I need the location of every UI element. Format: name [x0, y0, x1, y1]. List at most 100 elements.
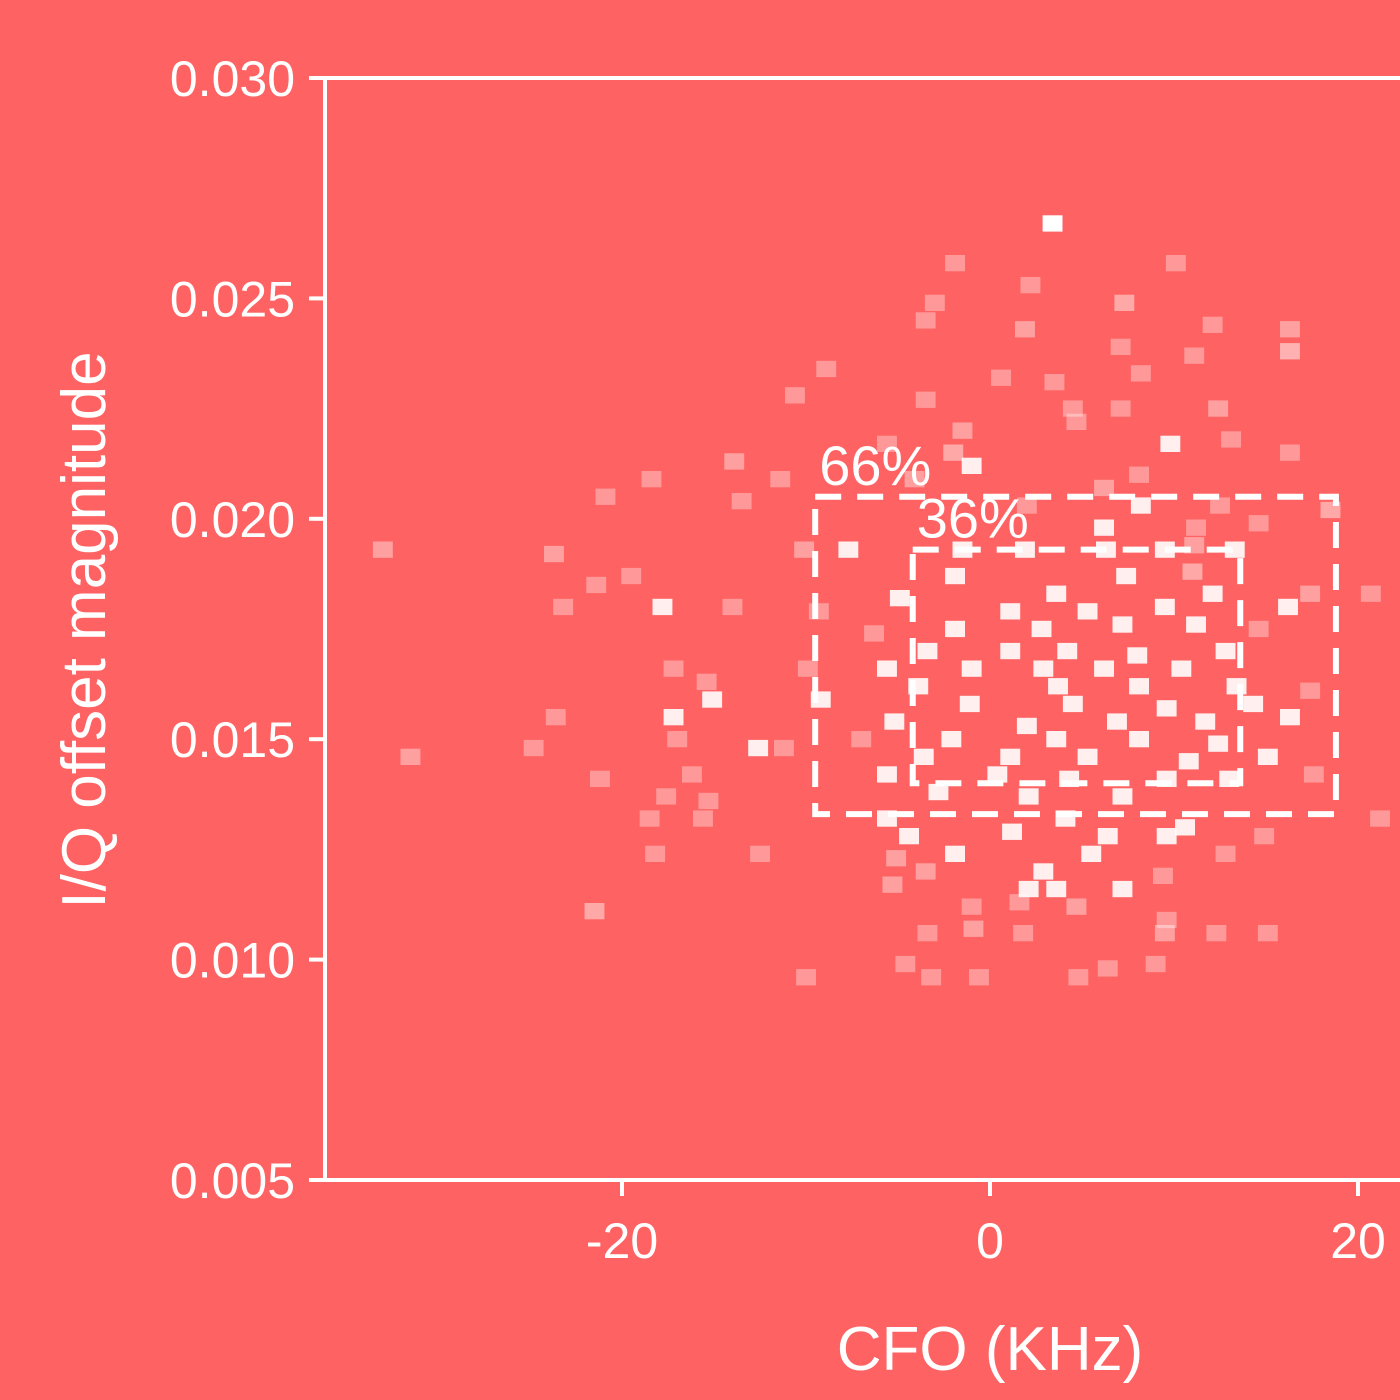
heatmap-bin	[1165, 255, 1186, 272]
heatmap-bin	[1015, 321, 1035, 338]
heatmap-bin	[877, 766, 897, 783]
heatmap-bin	[794, 541, 815, 558]
heatmap-bin	[1280, 343, 1300, 360]
heatmap-bin	[987, 766, 1008, 783]
heatmap-bin	[913, 748, 934, 765]
heatmap-bin	[1046, 880, 1067, 898]
y-tick-label: 0.030	[170, 51, 295, 107]
heatmap-bin	[1016, 717, 1037, 735]
heatmap-bin	[915, 312, 936, 329]
heatmap-bin	[1042, 215, 1063, 232]
heatmap-bin	[1057, 642, 1078, 660]
heatmap-bin	[1044, 374, 1065, 391]
heatmap-bin	[702, 691, 723, 708]
heatmap-bin	[1210, 497, 1230, 514]
heatmap-bin	[882, 876, 903, 893]
heatmap-bin	[1175, 819, 1195, 836]
heatmap-bin	[1130, 365, 1151, 382]
heatmap-bins	[372, 215, 1390, 986]
heatmap-bin	[1257, 748, 1278, 765]
heatmap-bin	[1062, 400, 1083, 417]
x-tick-label: 0	[976, 1213, 1004, 1269]
heatmap-bin	[945, 620, 965, 638]
heatmap-bin	[1077, 748, 1098, 765]
heatmap-bin	[1009, 894, 1030, 911]
heatmap-bin	[774, 739, 794, 757]
heatmap-bin	[1226, 678, 1247, 695]
heatmap-bin	[595, 488, 616, 505]
heatmap-bin	[698, 792, 719, 810]
heatmap-bin	[991, 369, 1011, 386]
heatmap-bin	[1202, 316, 1223, 333]
heatmap-bin	[928, 783, 949, 801]
heatmap-bin	[400, 748, 421, 765]
heatmap-bin	[1130, 497, 1151, 514]
heatmap-bin	[924, 294, 945, 311]
heatmap-bin	[1154, 598, 1175, 616]
heatmap-bin	[884, 713, 905, 730]
heatmap-bin	[1248, 620, 1269, 638]
heatmap-bin	[889, 590, 910, 607]
y-tick-label: 0.010	[170, 933, 295, 989]
heatmap-bin	[1066, 413, 1087, 430]
heatmap-bin	[785, 387, 805, 404]
heatmap-bin	[1066, 898, 1087, 915]
heatmap-bin	[621, 567, 642, 585]
heatmap-bin	[969, 969, 989, 986]
heatmap-bin	[1153, 867, 1173, 884]
y-tick-label: 0.020	[170, 492, 295, 548]
heatmap-bin	[1278, 598, 1298, 616]
heatmap-bin	[1129, 466, 1149, 483]
heatmap-bin	[1000, 748, 1021, 765]
heatmap-bin	[1206, 925, 1227, 942]
heatmap-bin	[1182, 563, 1203, 580]
heatmap-bin	[1015, 541, 1035, 558]
heatmap-bin	[1215, 845, 1236, 862]
heatmap-bin	[915, 391, 936, 408]
heatmap-bin	[663, 709, 684, 726]
heatmap-bin	[1184, 347, 1205, 364]
heatmap-bin	[1033, 660, 1054, 677]
heatmap-bin	[917, 925, 938, 942]
heatmap-bin	[1129, 731, 1149, 748]
heatmap-bin	[945, 845, 965, 862]
heatmap-bin	[1114, 294, 1135, 311]
heatmap-bin	[1013, 925, 1034, 942]
heatmap-bin	[1303, 766, 1324, 783]
heatmap-bin	[1107, 713, 1127, 730]
heatmap-bin	[639, 810, 660, 827]
heatmap-bin	[731, 493, 752, 510]
heatmap-bin	[667, 731, 688, 748]
heatmap-bin	[584, 903, 605, 920]
heatmap-bin	[1110, 400, 1131, 417]
heatmap-bin	[1215, 642, 1236, 660]
heatmap-bin	[1186, 616, 1206, 633]
heatmap-bin	[1154, 925, 1175, 942]
heatmap-bin	[1160, 435, 1181, 452]
heatmap-bin	[1243, 695, 1264, 713]
y-axis: 0.005 0.010 0.015 0.020 0.025 0.030	[170, 51, 1400, 1209]
heatmap-bin	[1186, 519, 1206, 536]
heatmap-bin	[941, 731, 962, 748]
heatmap-bin	[1171, 660, 1192, 677]
heatmap-bin	[959, 695, 980, 713]
region-label: 66%	[819, 434, 931, 497]
heatmap-bin	[1000, 603, 1021, 620]
heatmap-bin	[1370, 810, 1390, 827]
heatmap-bin	[1127, 647, 1148, 664]
heatmap-bin	[1360, 585, 1381, 602]
heatmap-bin	[693, 810, 713, 827]
heatmap-bin	[545, 709, 566, 726]
heatmap-bin	[963, 920, 984, 937]
heatmap-bin	[796, 969, 816, 986]
heatmap-bin	[1202, 585, 1223, 602]
x-axis-title: CFO (KHz)	[837, 1315, 1144, 1384]
heatmap-bin	[1097, 828, 1118, 845]
heatmap-bin	[1031, 620, 1052, 638]
heatmap-bin	[945, 255, 965, 272]
y-tick-label: 0.015	[170, 712, 295, 768]
heatmap-bin	[1002, 823, 1022, 840]
heatmap-bin	[1020, 277, 1041, 294]
heatmap-bin	[961, 898, 982, 915]
region-label: 36%	[917, 487, 1029, 550]
